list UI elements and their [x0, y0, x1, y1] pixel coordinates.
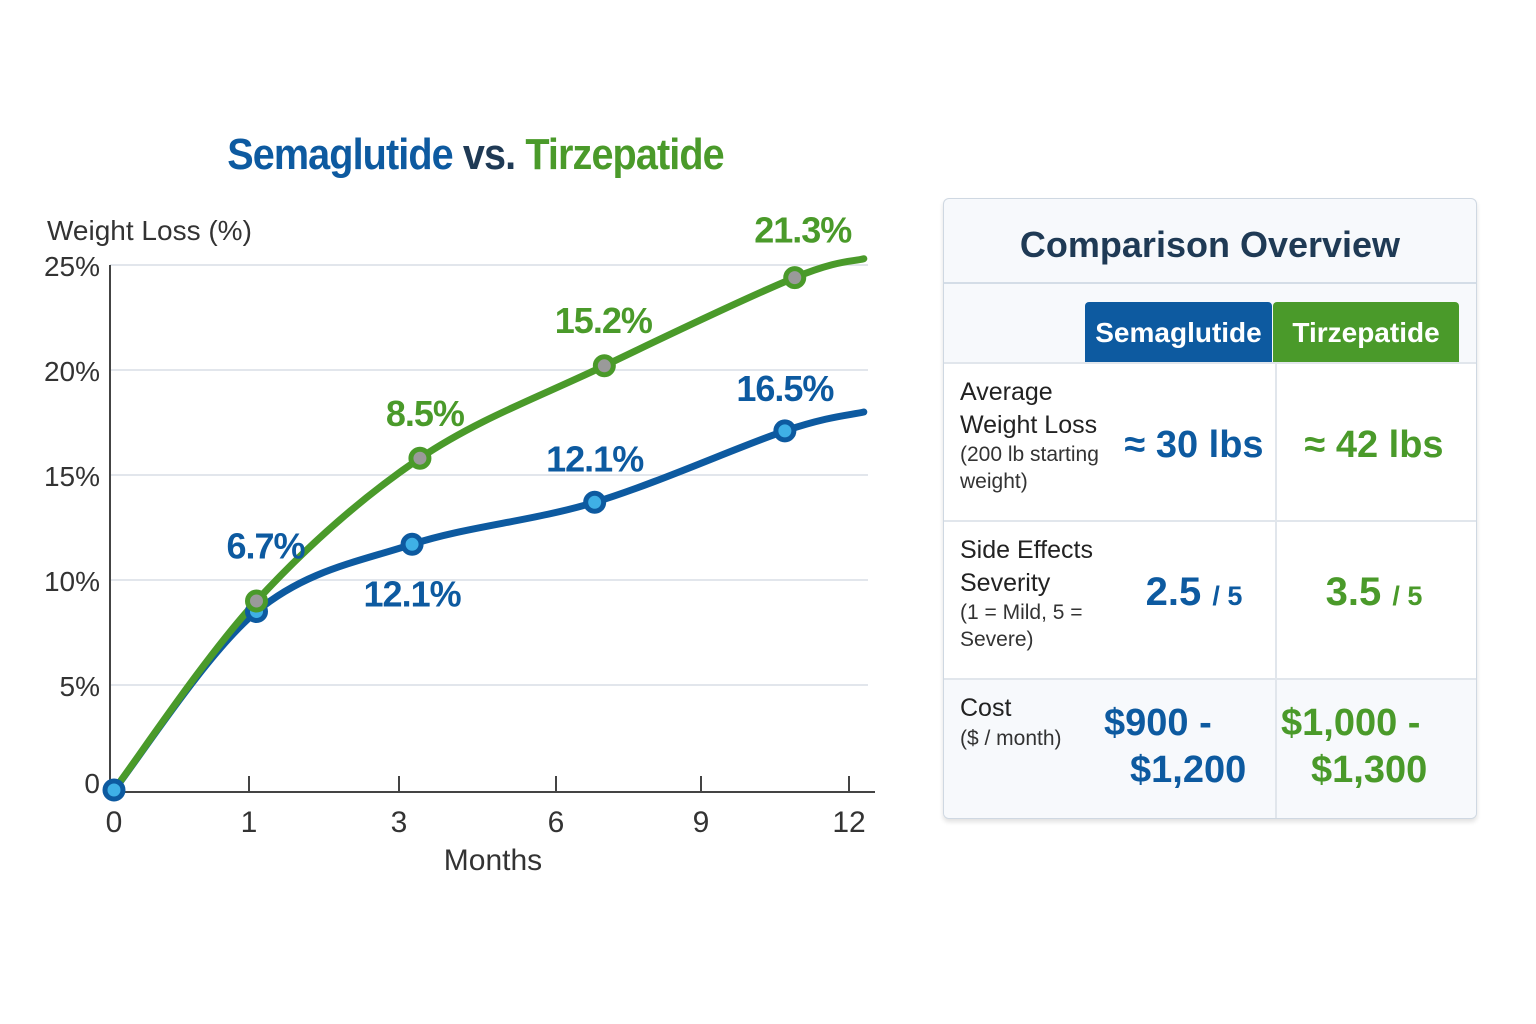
cost-high: $1,200 — [1130, 749, 1247, 791]
row-label: Side Effects Severity (1 = Mild, 5 = Seve… — [960, 534, 1100, 654]
y-tick-label: 15% — [44, 461, 100, 492]
comparison-panel: Comparison Overview Semaglutide Tirzepat… — [943, 198, 1477, 819]
scale: / 5 — [1212, 581, 1243, 611]
row-sublabel: (1 = Mild, 5 = Severe) — [960, 601, 1083, 652]
semaglutide-side-effects: 2.5 / 5 — [1114, 570, 1274, 615]
x-tick-label: 0 — [106, 806, 123, 839]
data-point-tirzepatide — [592, 354, 616, 378]
scale: / 5 — [1392, 581, 1423, 611]
data-label-tirzepatide: 8.5% — [386, 393, 465, 434]
y-tick-label: 10% — [44, 566, 100, 597]
y-tick-label: 5% — [60, 671, 100, 702]
series-line-tirzepatide — [110, 255, 868, 794]
column-header-semaglutide: Semaglutide — [1085, 302, 1272, 362]
y-tick-label: 0 — [84, 768, 100, 799]
data-point-tirzepatide — [408, 446, 432, 470]
tirzepatide-weight-loss: ≈ 42 lbs — [1304, 424, 1444, 466]
tirzepatide-cost: $1,000 - $1,300 — [1281, 702, 1427, 792]
data-label-tirzepatide: 21.3% — [754, 210, 852, 251]
title-vs: vs. — [462, 130, 516, 179]
semaglutide-weight-loss: ≈ 30 lbs — [1124, 424, 1264, 466]
title-semaglutide: Semaglutide — [227, 130, 453, 179]
row-label-text: Cost — [960, 694, 1012, 722]
row-average-weight-loss: Average Weight Loss (200 lb starting weig… — [944, 362, 1476, 522]
line-chart: 0 5% 10% 15% 20% 25% 0 1 3 6 9 12 Months Weight Loss … — [44, 210, 875, 877]
cost-high: $1,300 — [1311, 749, 1428, 791]
column-divider — [1275, 363, 1277, 818]
cost-low: $1,000 - — [1281, 702, 1421, 744]
data-label-semaglutide: 12.1% — [364, 573, 462, 614]
chart-title: Semaglutide vs. Tirzepatide — [48, 130, 903, 180]
data-point-semaglutide — [102, 778, 126, 802]
row-sublabel: ($ / month) — [960, 726, 1062, 750]
cost-low: $900 - — [1104, 702, 1212, 744]
data-point-semaglutide — [583, 490, 607, 514]
y-tick-label: 25% — [44, 251, 100, 282]
series-line-semaglutide — [110, 408, 868, 794]
row-label: Cost ($ / month) — [960, 692, 1100, 752]
data-point-semaglutide — [400, 532, 424, 556]
row-sublabel: (200 lb starting weight) — [960, 443, 1099, 494]
x-axis-label: Months — [444, 844, 542, 877]
row-cost: Cost ($ / month) $900 - $1,200 $1,000 - $1,… — [944, 678, 1476, 818]
row-label-text: Side Effects Severity — [960, 536, 1093, 597]
x-tick-label: 12 — [832, 806, 865, 839]
x-tick-label: 6 — [548, 806, 565, 839]
data-label-semaglutide: 16.5% — [736, 368, 834, 409]
row-label-text: Average Weight Loss — [960, 378, 1098, 439]
row-label: Average Weight Loss (200 lb starting weig… — [960, 376, 1120, 496]
score: 3.5 — [1325, 570, 1382, 614]
row-side-effects: Side Effects Severity (1 = Mild, 5 = Seve… — [944, 520, 1476, 680]
data-label-semaglutide: 12.1% — [546, 438, 644, 479]
data-point-tirzepatide — [245, 589, 268, 613]
data-label-semaglutide: 6.7% — [226, 526, 305, 567]
x-tick-label: 9 — [693, 806, 710, 839]
y-tick-label: 20% — [44, 356, 100, 387]
data-point-semaglutide — [773, 419, 797, 443]
y-axis-label: Weight Loss (%) — [47, 215, 252, 246]
score: 2.5 — [1145, 570, 1202, 614]
tirzepatide-side-effects: 3.5 / 5 — [1279, 570, 1469, 615]
column-header-tirzepatide: Tirzepatide — [1273, 302, 1459, 362]
x-tick-label: 3 — [391, 806, 408, 839]
panel-title: Comparison Overview — [944, 199, 1476, 284]
x-tick-label: 1 — [241, 806, 258, 839]
semaglutide-cost: $900 - $1,200 — [1104, 702, 1246, 792]
title-tirzepatide: Tirzepatide — [525, 130, 724, 179]
data-point-tirzepatide — [783, 266, 807, 290]
data-label-tirzepatide: 15.2% — [555, 300, 653, 341]
